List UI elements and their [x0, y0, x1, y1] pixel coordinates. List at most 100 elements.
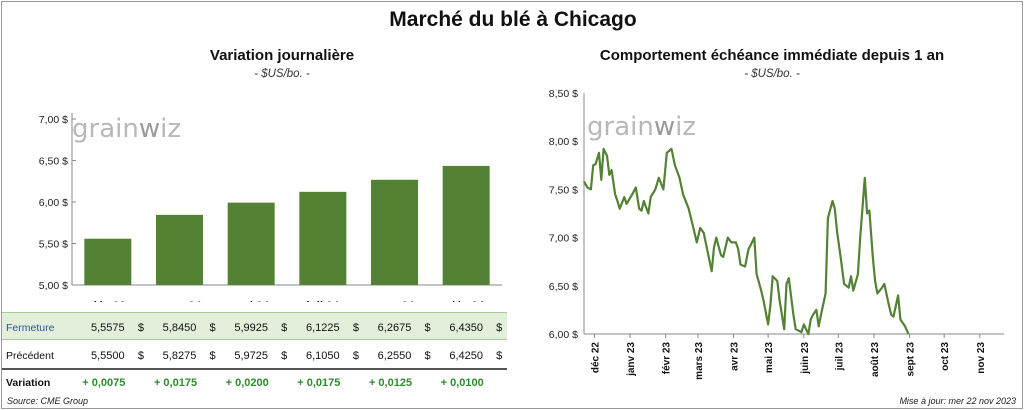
line-point — [899, 318, 902, 321]
line-point — [807, 333, 809, 335]
table-cell-unit: $ — [137, 322, 144, 334]
row-highlight-fermeture — [2, 312, 507, 340]
table-row-label: Variation — [6, 377, 51, 389]
line-xtick-label: févr 23 — [662, 342, 673, 375]
line-point — [783, 328, 785, 330]
table-cell: 6,2675 — [377, 322, 412, 334]
line-point — [904, 325, 906, 327]
table-cell: 6,1050 — [306, 350, 340, 362]
table-cell: 5,9925 — [234, 322, 268, 334]
line-point — [836, 232, 838, 234]
bar-2 — [227, 202, 275, 285]
table-cell: 6,4250 — [449, 350, 483, 362]
line-xtick-label: juin 23 — [800, 342, 811, 375]
line-point — [688, 208, 690, 210]
table-cell: 5,5500 — [91, 350, 125, 362]
line-ytick-label: 8,50 $ — [549, 88, 578, 100]
watermark-logo: grainwiz — [72, 114, 181, 144]
source-note: Source: CME Group — [7, 396, 89, 406]
line-xtick-label: mars 23 — [694, 342, 705, 380]
wheat-price-line — [583, 147, 910, 336]
bar-4 — [371, 179, 418, 285]
table-cell: 5,9725 — [234, 350, 268, 362]
watermark-text: grainwiz — [72, 114, 181, 144]
table-cell-unit: $ — [209, 350, 216, 362]
bar-xtick-label: mai 24 — [233, 301, 269, 302]
line-point — [883, 283, 885, 285]
line-point — [730, 241, 732, 244]
line-xtick-label: avr 23 — [730, 342, 741, 371]
bar-xtick-label: mars 24 — [158, 301, 202, 302]
line-point — [876, 292, 879, 295]
line-xtick-label: déc 22 — [590, 342, 601, 374]
bar-ytick-label: 5,50 $ — [39, 239, 68, 251]
line-point — [866, 212, 868, 215]
table-cell-unit: $ — [137, 350, 144, 362]
line-point — [747, 248, 750, 250]
line-point — [744, 265, 746, 268]
line-ytick-label: 8,00 $ — [549, 136, 578, 148]
line-point — [715, 237, 717, 239]
table-cell: + 0,0100 — [440, 377, 484, 389]
table-cell: 5,5575 — [91, 322, 125, 334]
line-point — [788, 277, 790, 279]
line-point — [602, 148, 605, 150]
line-point — [722, 256, 724, 258]
line-ytick-label: 7,50 $ — [549, 184, 578, 196]
line-point — [827, 217, 829, 219]
line-point — [779, 299, 781, 301]
line-point — [650, 196, 652, 198]
line-point — [643, 200, 645, 202]
bar-1 — [156, 214, 203, 285]
line-point — [727, 237, 729, 239]
bar-ytick-label: 6,00 $ — [39, 197, 68, 209]
line-point — [872, 256, 874, 258]
line-point — [776, 280, 778, 282]
watermark-text-right: grainwiz — [587, 112, 696, 142]
watermark-logo-right: grainwiz — [587, 112, 696, 142]
line-point — [762, 299, 765, 301]
table-cell-unit: $ — [424, 350, 431, 362]
line-point — [606, 155, 608, 157]
line-point — [831, 200, 834, 202]
line-point — [666, 152, 668, 154]
table-cell-unit: $ — [281, 350, 288, 362]
line-point — [598, 152, 600, 154]
line-point — [625, 203, 628, 205]
update-note: Mise à jour: mer 22 nov 2023 — [899, 396, 1016, 406]
table-cell: 5,8450 — [162, 322, 197, 334]
table-cell: + 0,0200 — [225, 377, 269, 389]
line-xtick-label: août 23 — [870, 342, 881, 377]
line-point — [800, 331, 803, 333]
line-point — [769, 304, 772, 306]
line-point — [699, 227, 701, 229]
table-cell-unit: $ — [496, 350, 503, 362]
line-point — [682, 193, 684, 195]
line-point — [600, 179, 602, 181]
bar-xtick-label: déc 24 — [448, 301, 484, 302]
line-point — [583, 181, 585, 183]
line-point — [834, 208, 836, 210]
line-point — [739, 263, 742, 266]
line-point — [815, 309, 818, 311]
line-point — [792, 314, 795, 316]
line-point — [868, 210, 870, 212]
line-point — [586, 186, 589, 189]
line-point — [611, 169, 613, 171]
line-point — [874, 280, 876, 282]
line-point — [616, 200, 618, 202]
line-point — [859, 237, 861, 239]
line-point — [892, 316, 895, 318]
line-point — [696, 241, 698, 244]
line-xtick-label: janv 23 — [626, 342, 637, 377]
table-cell: 6,2550 — [377, 350, 412, 362]
line-point — [850, 275, 852, 277]
line-point — [635, 186, 637, 189]
line-point — [881, 287, 883, 289]
table-cell-unit: $ — [424, 322, 431, 334]
line-point — [760, 290, 762, 292]
line-point — [890, 314, 892, 316]
bar-5 — [442, 165, 490, 285]
line-point — [852, 290, 854, 292]
